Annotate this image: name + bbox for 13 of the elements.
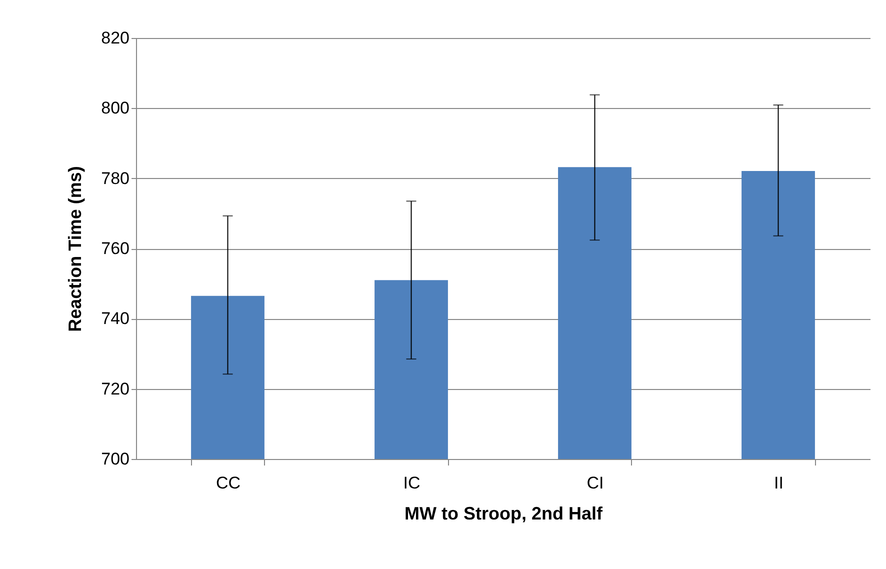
y-tick-label: 720 xyxy=(101,379,130,398)
x-axis-title: MW to Stroop, 2nd Half xyxy=(404,504,604,524)
y-tick-label: 820 xyxy=(101,28,130,48)
y-tick-label: 800 xyxy=(101,98,130,118)
x-tick-label: IC xyxy=(403,474,420,492)
x-tick-label: CI xyxy=(586,474,604,492)
y-tick-label: 700 xyxy=(101,450,130,468)
y-axis-title: Reaction Time (ms) xyxy=(65,166,86,332)
y-tick-label: 760 xyxy=(101,239,130,258)
x-tick-label: CC xyxy=(216,474,241,492)
y-tick-label: 740 xyxy=(101,309,130,328)
y-tick-label: 780 xyxy=(101,168,130,188)
x-tick-label: II xyxy=(774,474,784,492)
